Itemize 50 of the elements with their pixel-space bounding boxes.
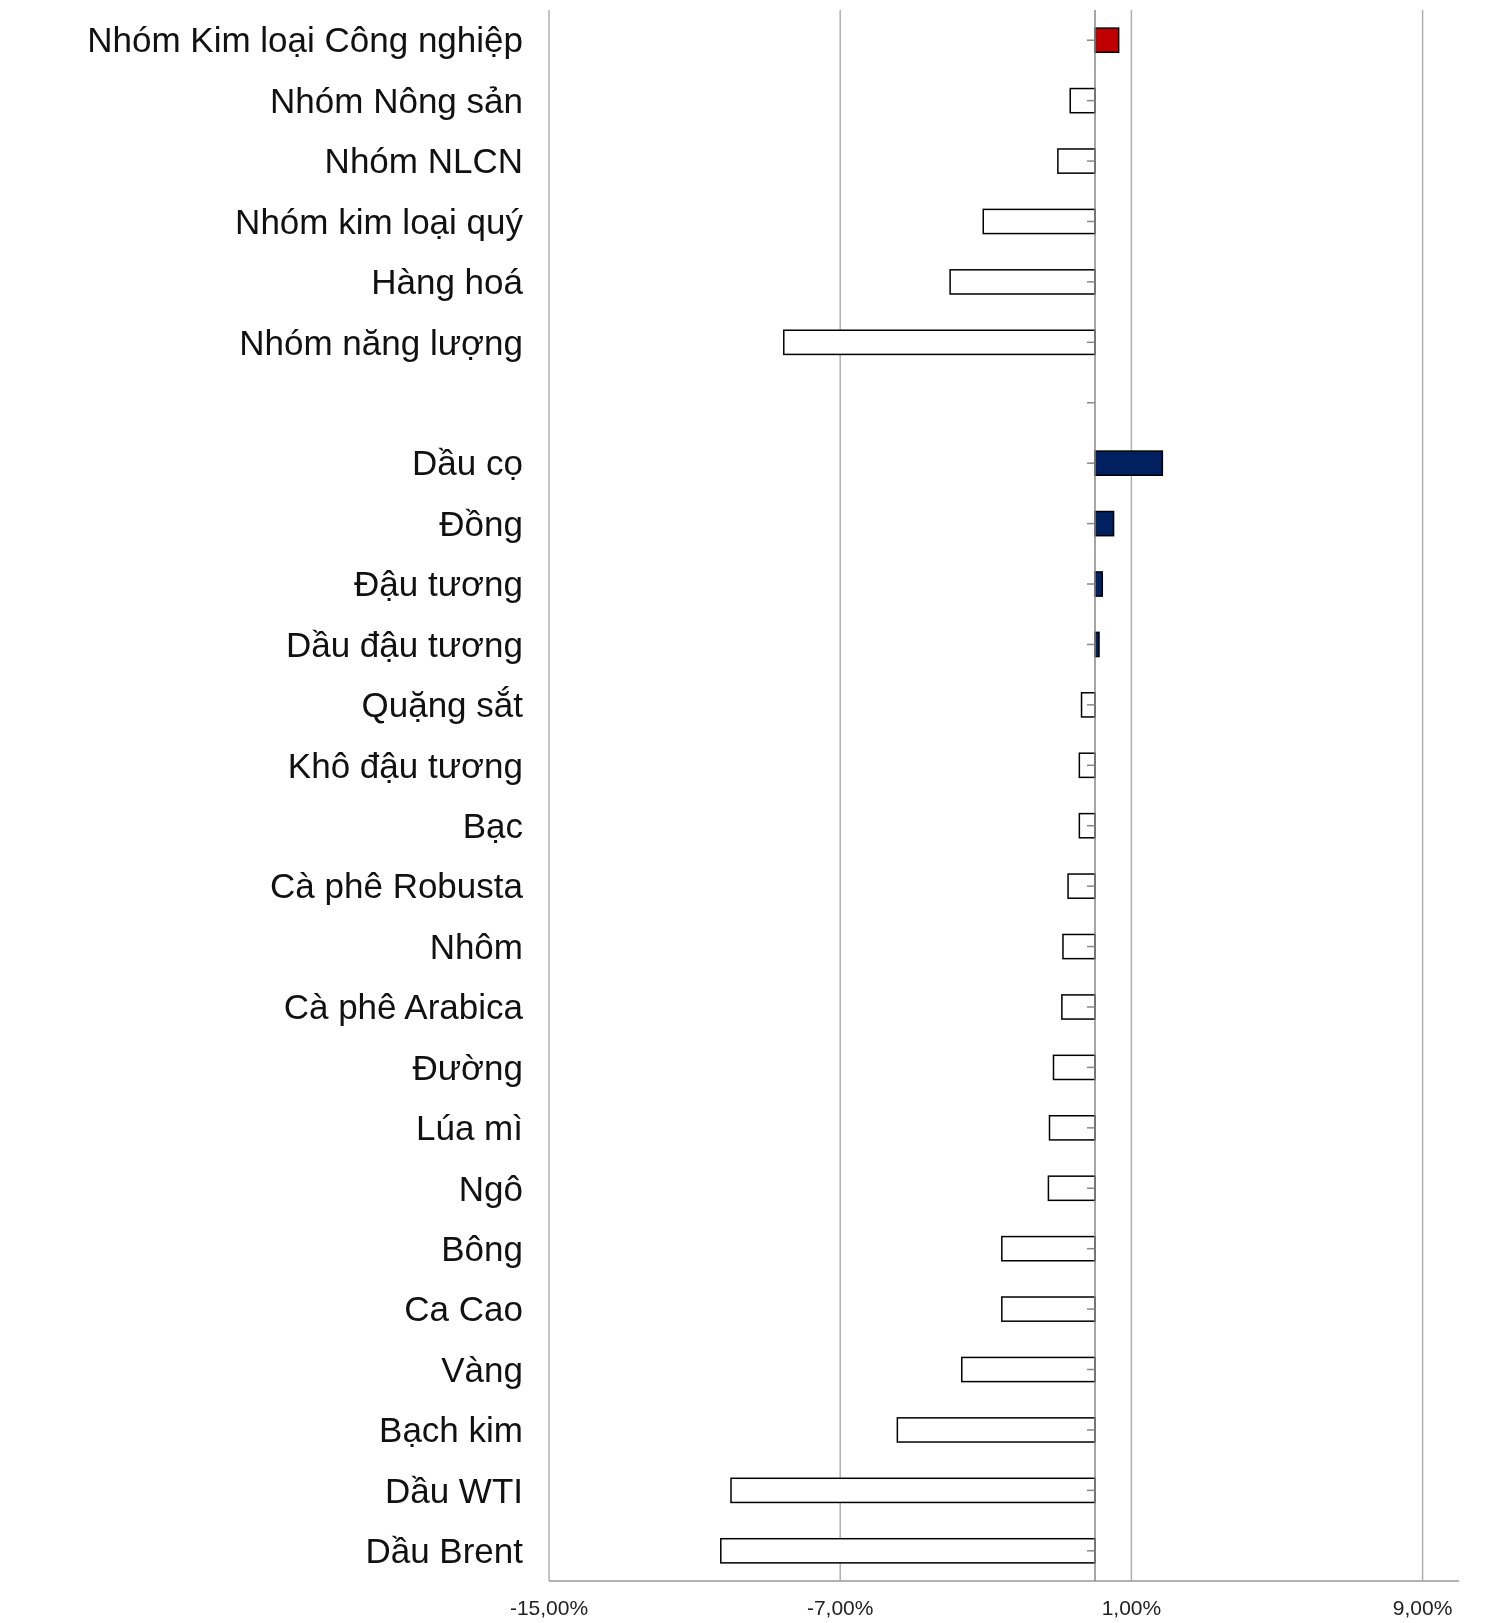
y-tick-label: Nhóm Kim loại Công nghiệp: [87, 20, 523, 60]
y-tick-label: Khô đậu tương: [287, 745, 523, 785]
bar: [1069, 87, 1096, 114]
y-tick-label: Dầu đậu tương: [285, 624, 523, 664]
y-tick-label: Nhóm kim loại quý: [235, 201, 524, 241]
bar: [982, 208, 1096, 235]
y-tick-label: Bạch kim: [379, 1410, 523, 1450]
bar: [730, 1477, 1096, 1504]
y-tick-label: Nhôm: [429, 926, 523, 966]
y-tick-label: Quặng sắt: [361, 685, 524, 725]
y-tick-label: Đường: [412, 1047, 523, 1087]
bar: [1001, 1235, 1096, 1262]
y-tick-label: Cà phê Arabica: [283, 987, 524, 1027]
bar: [1052, 1054, 1096, 1081]
y-tick-label: Nhóm NLCN: [324, 141, 523, 181]
y-tick-label: Nhóm Nông sản: [270, 80, 523, 120]
y-tick-label: Vàng: [441, 1349, 523, 1389]
bar: [1061, 994, 1096, 1020]
y-tick-label: Nhóm năng lượng: [239, 322, 523, 362]
bar: [1047, 1175, 1096, 1202]
bar: [1048, 1114, 1096, 1141]
bar: [1001, 1296, 1096, 1322]
y-tick-label: Bạc: [462, 805, 523, 845]
y-tick-label: Ngô: [458, 1168, 523, 1208]
y-tick-label: Cà phê Robusta: [270, 866, 524, 906]
bar: [1078, 752, 1096, 779]
bar: [1094, 450, 1164, 477]
bar: [1062, 933, 1096, 960]
bar: [1067, 873, 1096, 899]
bar: [720, 1537, 1096, 1564]
y-tick-label: Bông: [441, 1228, 523, 1268]
bar: [961, 1356, 1096, 1383]
y-tick-label: Đậu tương: [354, 564, 523, 604]
bar: [1057, 148, 1096, 174]
bar: [896, 1417, 1096, 1443]
bar: [783, 329, 1096, 356]
y-tick-label: Dầu WTI: [384, 1470, 523, 1510]
bar: [1078, 812, 1096, 839]
bar: [1094, 27, 1120, 54]
y-tick-label: Ca Cao: [404, 1289, 523, 1329]
y-tick-label: Đồng: [439, 503, 523, 543]
y-tick-label: Dầu cọ: [412, 443, 523, 483]
x-tick-label: -7,00%: [806, 1596, 874, 1619]
y-tick-label: Hàng hoá: [371, 262, 524, 302]
x-tick-label: 9,00%: [1392, 1596, 1453, 1619]
x-tick-label: 1,00%: [1101, 1596, 1162, 1619]
y-tick-label: Lúa mì: [416, 1108, 523, 1148]
x-tick-label: -15,00%: [509, 1596, 589, 1619]
bar: [949, 269, 1096, 295]
y-tick-label: Dầu Brent: [365, 1531, 524, 1571]
